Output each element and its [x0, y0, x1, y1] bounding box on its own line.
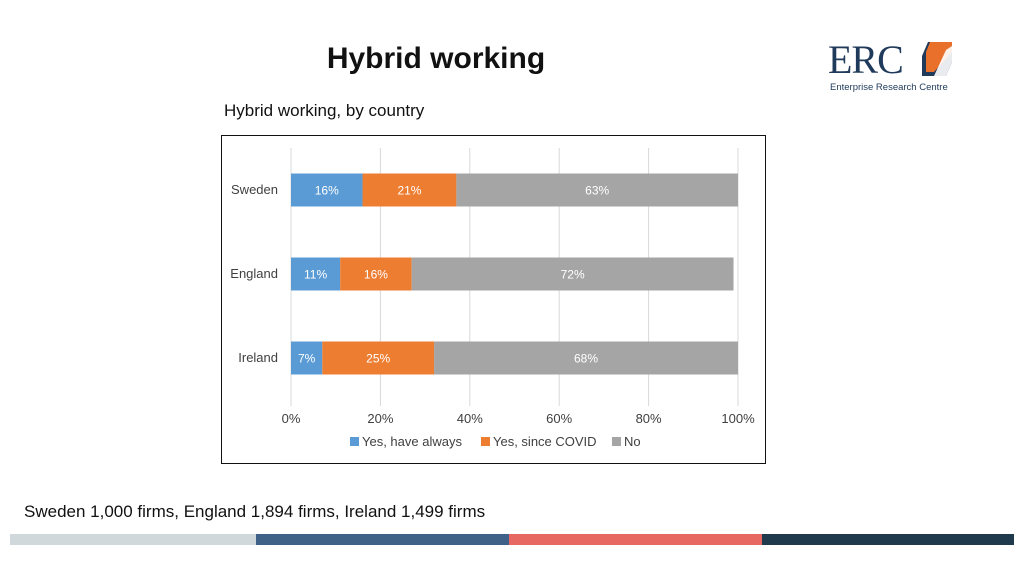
- chart-frame: 16% 21% 63% Sweden 11% 16% 72% England 7% 25% 68% I…: [221, 135, 766, 464]
- bar-segment: [411, 257, 734, 291]
- x-tick-label: 0%: [282, 411, 301, 426]
- data-label: 16%: [315, 184, 339, 198]
- logo-text: ERC: [828, 37, 904, 82]
- x-tick-label: 20%: [367, 411, 393, 426]
- category-label: Ireland: [238, 350, 278, 365]
- bar-segment: [340, 257, 412, 291]
- erc-logo: ERC Enterprise Research Centre: [828, 38, 958, 98]
- stacked-bar-chart: 16% 21% 63% Sweden 11% 16% 72% England 7% 25% 68% I…: [230, 148, 755, 449]
- logo-mark-icon: [922, 42, 952, 76]
- bar-segment: [291, 173, 363, 207]
- category-label: Sweden: [231, 182, 278, 197]
- data-label: 63%: [585, 184, 609, 198]
- legend-label: Yes, since COVID: [493, 434, 597, 449]
- legend-swatch: [481, 437, 490, 446]
- data-label: 25%: [366, 352, 390, 366]
- x-tick-label: 80%: [636, 411, 662, 426]
- data-label: 68%: [574, 352, 598, 366]
- bar-segment: [291, 257, 341, 291]
- footer-band-segment: [256, 534, 509, 545]
- x-tick-label: 100%: [721, 411, 755, 426]
- bar-segment: [322, 341, 435, 375]
- legend-label: No: [624, 434, 641, 449]
- category-label: England: [230, 266, 278, 281]
- sample-size-footnote: Sweden 1,000 firms, England 1,894 firms,…: [24, 502, 486, 521]
- data-label: 72%: [561, 268, 585, 282]
- bar-segment: [362, 173, 457, 207]
- footer-band-segment: [509, 534, 762, 545]
- legend-label: Yes, have always: [362, 434, 462, 449]
- chart-title: Hybrid working, by country: [224, 101, 425, 120]
- footer-band-segment: [762, 534, 1014, 545]
- legend-swatch: [350, 437, 359, 446]
- legend-swatch: [612, 437, 621, 446]
- bar-segment: [456, 173, 738, 207]
- data-label: 11%: [304, 268, 327, 282]
- data-label: 7%: [298, 352, 316, 366]
- bar-segment: [291, 341, 323, 375]
- slide-title: Hybrid working: [326, 42, 546, 75]
- bar-segment: [434, 341, 738, 375]
- footer-band-segment: [10, 534, 256, 545]
- data-label: 16%: [364, 268, 388, 282]
- data-label: 21%: [397, 184, 421, 198]
- x-tick-label: 40%: [457, 411, 483, 426]
- x-tick-label: 60%: [546, 411, 572, 426]
- logo-subtitle: Enterprise Research Centre: [830, 82, 948, 93]
